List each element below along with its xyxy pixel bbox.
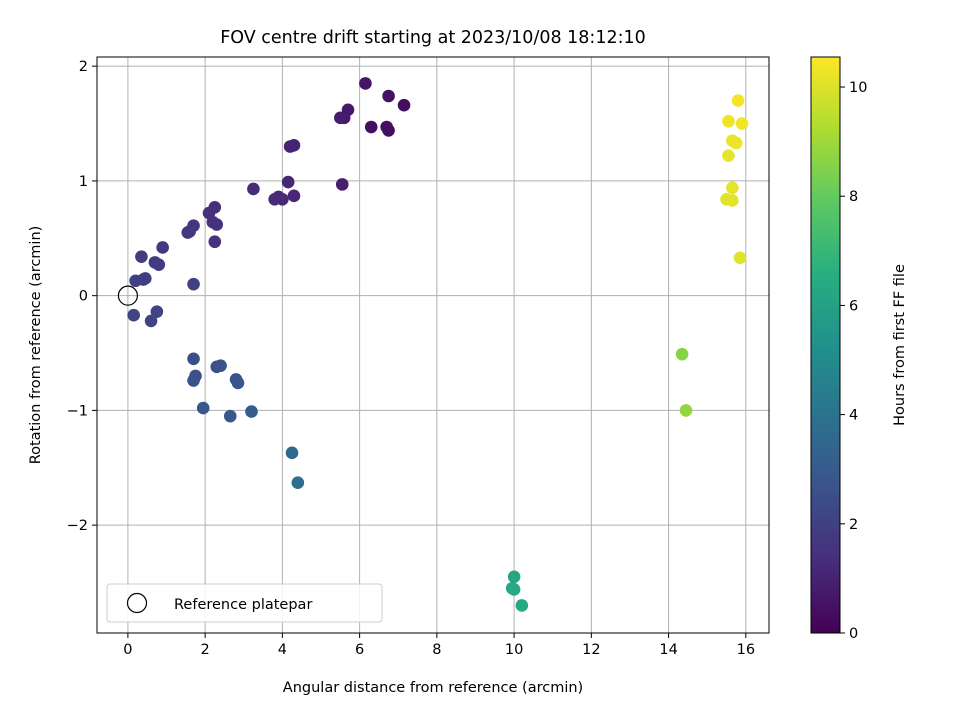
data-point <box>334 111 347 125</box>
x-tick-label: 2 <box>201 642 210 658</box>
y-axis-ticks: −2 −1 0 1 2 <box>67 59 97 534</box>
x-tick-label: 12 <box>582 642 600 658</box>
colorbar-tick-label: 4 <box>849 408 858 424</box>
data-point <box>729 136 743 150</box>
data-point <box>726 194 739 207</box>
y-tick-label: −1 <box>67 403 88 419</box>
data-point <box>214 359 227 372</box>
x-tick-label: 4 <box>278 642 287 658</box>
data-point <box>181 226 195 239</box>
data-point <box>281 175 295 189</box>
data-point <box>382 89 395 103</box>
data-point <box>380 120 393 134</box>
data-point <box>231 376 245 390</box>
data-point <box>268 192 281 206</box>
data-point <box>247 182 260 196</box>
colorbar-tick-label: 8 <box>849 189 858 205</box>
x-tick-label: 0 <box>123 642 132 658</box>
data-point <box>722 114 735 128</box>
data-point <box>208 235 222 249</box>
data-point <box>156 241 169 254</box>
data-point <box>722 149 735 162</box>
x-tick-label: 16 <box>737 642 755 658</box>
x-tick-label: 8 <box>432 642 441 658</box>
data-point <box>245 405 258 418</box>
x-axis-ticks: 0 2 4 6 8 10 12 14 16 <box>123 633 755 658</box>
legend-box <box>106 583 383 623</box>
data-point <box>129 274 142 288</box>
data-point <box>731 94 745 107</box>
x-tick-label: 10 <box>505 642 523 658</box>
data-point <box>187 277 200 291</box>
data-point <box>223 409 237 423</box>
data-point <box>507 583 521 596</box>
data-point <box>150 305 164 319</box>
colorbar-label: Hours from first FF file <box>892 264 908 426</box>
data-point <box>364 120 378 134</box>
data-point <box>675 347 689 361</box>
data-point <box>187 352 200 366</box>
y-tick-label: −2 <box>67 518 88 534</box>
data-point <box>733 251 747 265</box>
reference-marker <box>117 285 138 306</box>
data-point <box>196 401 210 415</box>
data-point <box>210 218 224 231</box>
data-point <box>397 98 411 112</box>
reference-marker-group <box>117 285 138 306</box>
data-point <box>135 250 148 263</box>
data-point <box>285 446 299 460</box>
y-tick-label: 1 <box>79 174 88 190</box>
chart-title: FOV centre drift starting at 2023/10/08 … <box>220 28 646 48</box>
grid-lines <box>97 57 769 633</box>
data-point <box>726 181 739 195</box>
data-point <box>287 189 301 203</box>
data-point <box>291 476 305 489</box>
plot-frame <box>96 56 770 634</box>
colorbar-tick-label: 0 <box>849 626 858 642</box>
colorbar-tick-label: 2 <box>849 517 858 533</box>
legend-marker <box>126 592 148 614</box>
legend: Reference platepar <box>106 583 383 623</box>
x-tick-label: 6 <box>355 642 364 658</box>
data-point <box>507 570 521 584</box>
y-tick-label: 2 <box>79 59 88 75</box>
colorbar: 0 2 4 6 8 10 Hours from first FF file <box>810 56 908 642</box>
legend-entry-label: Reference platepar <box>174 597 312 613</box>
colorbar-tick-label: 6 <box>849 298 858 314</box>
data-points <box>127 77 749 612</box>
data-point <box>735 117 749 130</box>
y-axis-label: Rotation from reference (arcmin) <box>28 226 44 465</box>
y-tick-label: 0 <box>79 289 88 305</box>
data-point <box>127 308 140 322</box>
data-point <box>515 599 529 612</box>
colorbar-gradient <box>810 56 841 634</box>
data-point <box>144 314 158 328</box>
x-tick-label: 14 <box>659 642 677 658</box>
data-point <box>187 374 200 387</box>
x-axis-label: Angular distance from reference (arcmin) <box>283 680 583 696</box>
data-point <box>152 258 166 271</box>
data-point <box>359 77 372 90</box>
data-point <box>679 404 693 417</box>
data-point <box>287 139 301 152</box>
colorbar-ticks: 0 2 4 6 8 10 <box>840 80 867 642</box>
colorbar-tick-label: 10 <box>849 80 867 96</box>
data-point <box>335 178 349 191</box>
